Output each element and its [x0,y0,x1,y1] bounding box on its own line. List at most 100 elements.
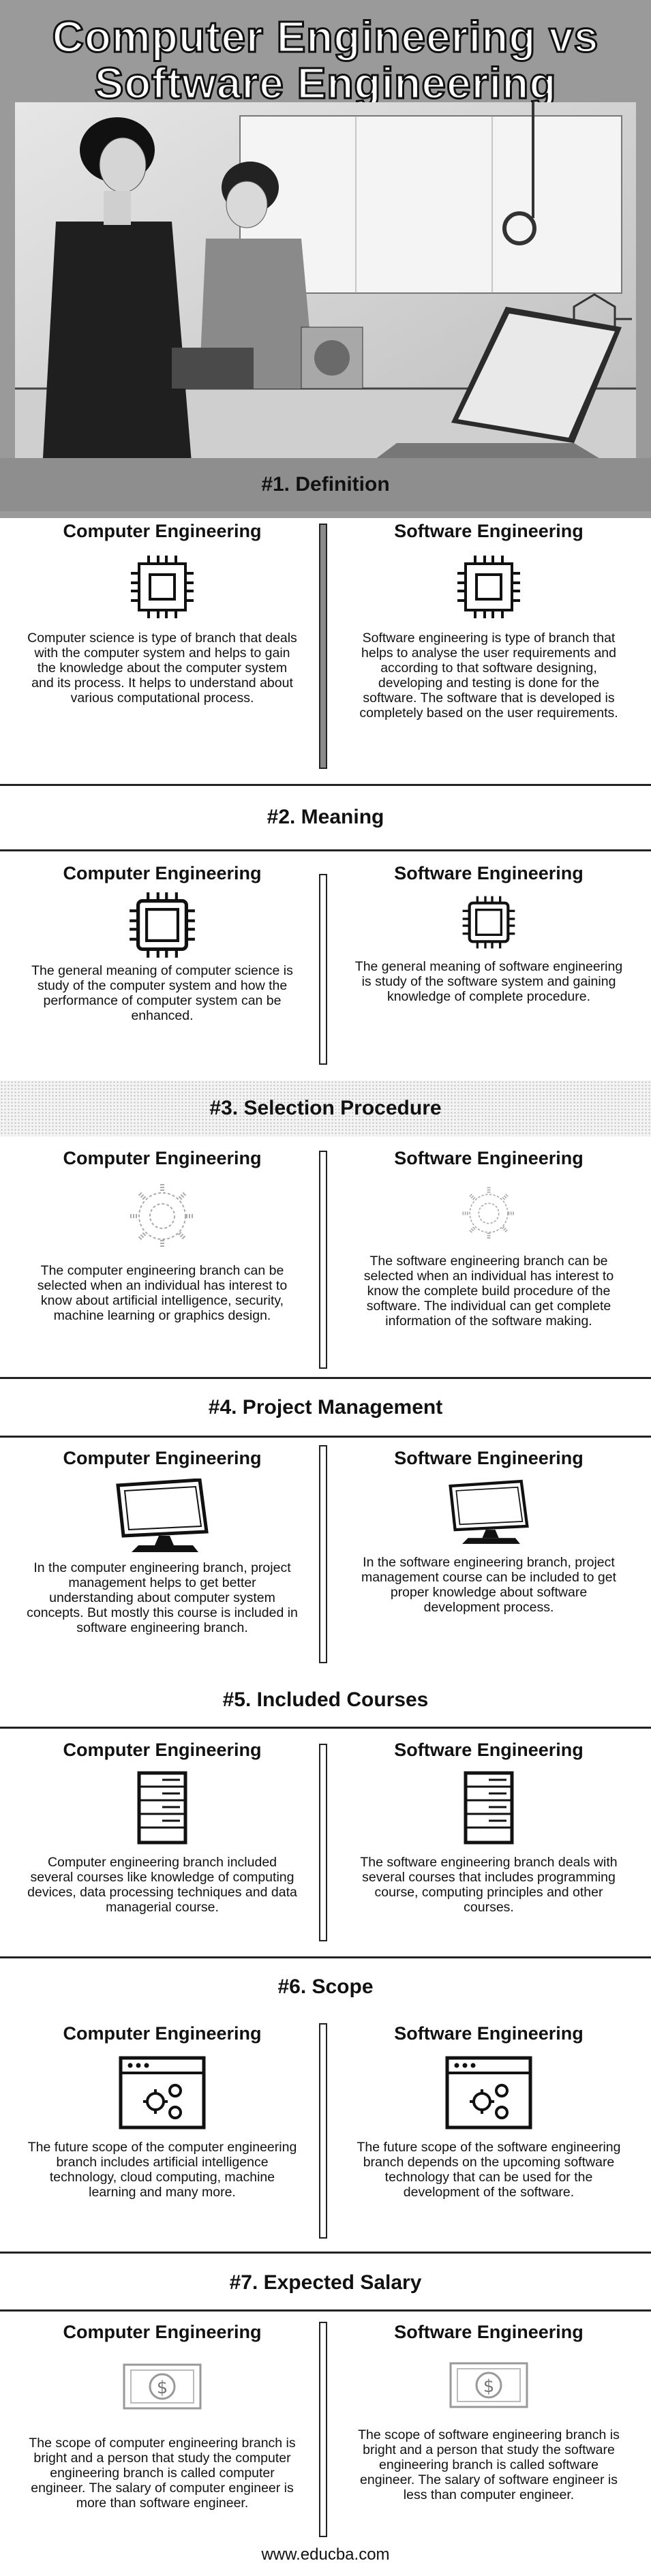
left-column: Computer Engineering The future scope of… [12,2014,312,2245]
section-scope: Computer Engineering The future scope of… [0,2014,651,2245]
comparison-text: The general meaning of software engineer… [354,959,623,1004]
left-column: Computer Engineering $ The scope of comp… [12,2312,312,2537]
cpu-chip-icon [130,892,195,958]
column-title: Software Engineering [394,1148,584,1168]
column-divider [319,2322,327,2537]
left-column: Computer Engineering Computer engineerin… [12,1730,312,1948]
column-title: Software Engineering [394,1740,584,1760]
cpu-chip-icon [462,896,515,949]
section-heading: #6. Scope [277,1975,374,1998]
page-title: Computer Engineering vs Software Enginee… [0,12,651,108]
comparison-text: The software engineering branch deals wi… [360,1855,618,1915]
section-included-courses: Computer Engineering Computer engineerin… [0,1730,651,1948]
comparison-text: The scope of software engineering branch… [358,2427,620,2502]
section-separator [0,1436,651,1438]
column-divider [319,2023,327,2239]
comparison-text: The future scope of the software enginee… [357,2140,621,2200]
left-column: Computer Engineering In the computer eng… [12,1438,312,1670]
comparison-text: The future scope of the computer enginee… [27,2140,297,2200]
section-banner-selection: #3. Selection Procedure [0,1080,651,1136]
right-column: Software Engineering The general meaning… [339,853,639,1068]
column-title: Software Engineering [394,2023,584,2044]
monitor-icon [449,1479,529,1544]
gear-icon [462,1187,515,1240]
svg-text:$: $ [483,2376,495,2397]
title-line-2: Software Engineering [93,59,557,108]
comparison-text: The general meaning of computer science … [31,963,293,1023]
column-title: Software Engineering [394,2322,584,2342]
comparison-text: In the computer engineering branch, proj… [27,1560,298,1635]
comparison-text: Software engineering is type of branch t… [359,631,618,721]
gear-icon [130,1184,194,1248]
comparison-text: Computer science is type of branch that … [27,631,297,706]
section-banner-scope: #6. Scope [0,1960,651,2014]
column-divider [319,524,327,769]
hero-photo [15,102,636,470]
column-title: Computer Engineering [63,1740,262,1760]
column-title: Software Engineering [394,1448,584,1468]
section-separator [0,1727,651,1729]
dollar-bill-icon: $ [449,2362,528,2408]
section-separator [0,1377,651,1379]
section-heading: #7. Expected Salary [229,2271,422,2294]
section-definition: Computer Engineering Computer science is… [0,511,651,784]
title-line-1: Computer Engineering vs [51,12,599,61]
column-divider [319,1151,327,1369]
svg-text:$: $ [157,2378,168,2398]
comparison-text: Computer engineering branch included sev… [27,1855,297,1915]
section-separator [0,784,651,786]
column-divider [319,1445,327,1663]
right-column: Software Engineering The software engine… [339,1138,639,1374]
section-heading: #2. Meaning [267,806,384,828]
comparison-text: The software engineering branch can be s… [363,1254,614,1329]
section-heading: #5. Included Courses [222,1688,429,1711]
right-column: Software Engineering In the software eng… [339,1438,639,1670]
monitor-icon [116,1479,209,1552]
right-column: Software Engineering The software engine… [339,1730,639,1948]
column-title: Computer Engineering [63,1448,262,1468]
server-icon [464,1771,514,1845]
right-column: Software Engineering Software engineerin… [339,511,639,784]
column-title: Software Engineering [394,521,584,541]
column-divider [319,874,327,1065]
server-icon [137,1771,187,1845]
section-heading: #1. Definition [261,473,390,496]
section-banner-definition: #1. Definition [0,458,651,511]
browser-settings-icon [119,2056,206,2130]
section-banner-included-courses: #5. Included Courses [0,1673,651,1727]
dollar-bill-icon: $ [123,2363,202,2410]
comparison-text: In the software engineering branch, proj… [361,1555,616,1615]
column-title: Computer Engineering [63,2322,262,2342]
header-banner: Computer Engineering vs Software Enginee… [0,0,651,518]
section-meaning: Computer Engineering The general meaning… [0,853,651,1068]
right-column: Software Engineering $ The scope of soft… [339,2312,639,2537]
section-separator [0,2309,651,2312]
cpu-chip-icon [457,556,520,618]
section-selection: Computer Engineering The computer engine… [0,1138,651,1374]
footer-url[interactable]: www.educba.com [261,2545,390,2564]
column-title: Computer Engineering [63,1148,262,1168]
section-banner-expected-salary: #7. Expected Salary [0,2256,651,2309]
right-column: Software Engineering The future scope of… [339,2014,639,2245]
column-title: Software Engineering [394,863,584,883]
section-banner-meaning: #2. Meaning [0,791,651,844]
section-project-management: Computer Engineering In the computer eng… [0,1438,651,1670]
section-heading: #4. Project Management [208,1396,443,1419]
column-title: Computer Engineering [63,2023,262,2044]
section-banner-project-management: #4. Project Management [0,1381,651,1434]
section-separator [0,849,651,851]
section-separator [0,2252,651,2254]
left-column: Computer Engineering Computer science is… [12,511,312,784]
left-column: Computer Engineering The general meaning… [12,853,312,1068]
comparison-text: The scope of computer engineering branch… [29,2436,296,2511]
section-expected-salary: Computer Engineering $ The scope of comp… [0,2312,651,2537]
column-title: Computer Engineering [63,521,262,541]
column-divider [319,1744,327,1941]
section-separator [0,1956,651,1958]
left-column: Computer Engineering The computer engine… [12,1138,312,1374]
column-title: Computer Engineering [63,863,262,883]
section-heading: #3. Selection Procedure [209,1097,442,1119]
browser-settings-icon [445,2056,532,2130]
comparison-text: The computer engineering branch can be s… [37,1263,288,1323]
